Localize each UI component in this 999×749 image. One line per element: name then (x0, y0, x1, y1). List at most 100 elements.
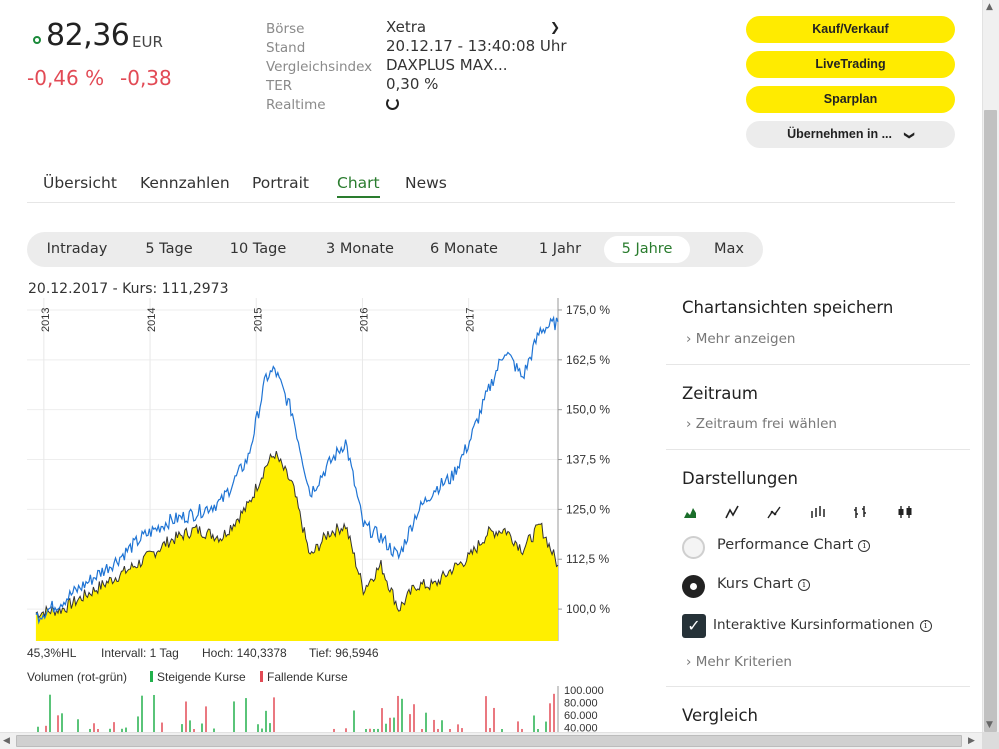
volume-legend-down-label: Fallende Kurse (267, 670, 348, 684)
chevron-down-icon[interactable]: ❯ (550, 20, 561, 34)
page: 82,36 EUR -0,46 % -0,38 Börse Stand Verg… (0, 16, 970, 733)
fund-line (35, 450, 559, 619)
interval-stat: Intervall: 1 Tag (101, 646, 179, 660)
hlc-bars-icon[interactable] (853, 505, 869, 519)
interactive-info-label: Interaktive Kursinformationen (713, 617, 915, 633)
hl-stat: 45,3%HL (27, 646, 77, 660)
volume-legend-down: Fallende Kurse (260, 670, 348, 684)
info-icon[interactable]: i (797, 579, 810, 591)
tab-overview[interactable]: Übersicht (43, 174, 117, 192)
index-value: DAXPLUS MAX... (386, 56, 508, 74)
y-tick-label: 162,5 % (566, 353, 610, 367)
year-label: 2013 (40, 308, 52, 332)
price-chart[interactable]: 2013 2014 2015 2016 2017 175,0 % 162,5 % 150,0… (0, 290, 660, 646)
change-percent: -0,46 % (27, 66, 105, 90)
y-tick-label: 175,0 % (566, 303, 610, 317)
price: 82,36 (46, 18, 130, 53)
display-title: Darstellungen (682, 469, 798, 488)
tab-chart[interactable]: Chart (337, 174, 380, 198)
period-link[interactable]: › Zeitraum frei wählen (686, 416, 837, 432)
area-chart-icon[interactable] (683, 505, 697, 519)
live-indicator-icon (33, 36, 41, 44)
range-max[interactable]: Max (714, 241, 744, 257)
buy-sell-button[interactable]: Kauf/Verkauf (746, 16, 955, 43)
live-trading-button[interactable]: LiveTrading (746, 51, 955, 78)
volume-tick-label: 40.000 (564, 723, 598, 733)
savings-plan-button[interactable]: Sparplan (746, 86, 955, 113)
scroll-down-arrow-icon[interactable]: ▼ (986, 720, 993, 730)
range-5-days[interactable]: 5 Tage (145, 241, 193, 257)
scrollbar-corner (982, 732, 999, 749)
label-stand: Stand (266, 40, 306, 56)
year-label: 2016 (358, 308, 370, 332)
index-line (35, 315, 559, 625)
scroll-up-arrow-icon[interactable]: ▲ (986, 2, 993, 12)
period-label: Zeitraum frei wählen (695, 416, 837, 432)
tab-news[interactable]: News (405, 174, 447, 192)
candlestick-icon[interactable] (897, 505, 913, 519)
meta-labels: Börse Stand Vergleichsindex TER Realtime (266, 20, 372, 115)
adopt-into-button[interactable]: Übernehmen in ... ❯ (746, 121, 955, 148)
horizontal-scroll-thumb[interactable] (16, 735, 962, 747)
exchange-select[interactable]: Xetra (386, 18, 427, 36)
range-6-months[interactable]: 6 Monate (430, 241, 498, 257)
label-realtime: Realtime (266, 97, 326, 113)
label-index: Vergleichsindex (266, 59, 373, 75)
show-more-link[interactable]: › Mehr anzeigen (686, 331, 796, 347)
fund-area (35, 451, 558, 641)
time-range-bar: Intraday 5 Tage 10 Tage 3 Monate 6 Monat… (27, 232, 763, 267)
ohlc-bars-icon[interactable] (810, 505, 826, 519)
panel-divider (666, 364, 970, 365)
change-absolute: -0,38 (120, 66, 172, 90)
panel-divider (666, 686, 970, 687)
y-tick-label: 137,5 % (566, 453, 610, 467)
y-tick-label: 112,5 % (566, 552, 609, 566)
info-icon[interactable]: i (858, 540, 871, 552)
range-intraday[interactable]: Intraday (46, 241, 108, 257)
year-label: 2014 (146, 308, 158, 332)
tab-kennzahlen[interactable]: Kennzahlen (140, 174, 230, 192)
range-5-years[interactable]: 5 Jahre (604, 236, 690, 263)
y-tick-label: 150,0 % (566, 403, 610, 417)
scroll-left-arrow-icon[interactable]: ◀ (3, 736, 10, 746)
interactive-info-checkbox[interactable]: ✓ (682, 614, 706, 638)
high-stat: Hoch: 140,3378 (202, 646, 287, 660)
kurs-chart-radio[interactable] (682, 575, 705, 598)
save-views-title: Chartansichten speichern (682, 298, 894, 317)
scroll-right-arrow-icon[interactable]: ▶ (968, 736, 975, 746)
volume-tick-label: 60.000 (564, 710, 598, 722)
ter-value: 0,30 % (386, 75, 439, 93)
vertical-scroll-thumb[interactable] (984, 110, 997, 732)
refresh-icon[interactable] (386, 97, 399, 110)
red-bar-icon (260, 671, 263, 682)
y-tick-label: 125,0 % (566, 502, 610, 516)
interactive-info-option: Interaktive Kursinformationen i (713, 617, 932, 633)
range-3-months[interactable]: 3 Monate (326, 241, 394, 257)
range-1-year[interactable]: 1 Jahr (538, 241, 582, 257)
line-chart-icon[interactable] (725, 505, 739, 519)
stand-value: 20.12.17 - 13:40:08 Uhr (386, 37, 567, 55)
volume-legend-title: Volumen (rot-grün) (27, 670, 128, 684)
more-criteria-link[interactable]: › Mehr Kriterien (686, 654, 792, 670)
chevron-down-icon: ❯ (904, 131, 916, 140)
compare-title: Vergleich (682, 706, 758, 725)
performance-chart-radio[interactable] (682, 536, 705, 559)
chart-header: 20.12.2017 - Kurs: 111,2973 (28, 281, 229, 297)
volume-tick-label: 100.000 (564, 685, 604, 697)
info-icon[interactable]: i (919, 620, 932, 632)
performance-chart-label: Performance Chart (717, 537, 854, 553)
year-label: 2015 (252, 308, 264, 332)
volume-legend-up-label: Steigende Kurse (157, 670, 246, 684)
volume-legend-up: Steigende Kurse (150, 670, 246, 684)
meta-values: Xetra 20.12.17 - 13:40:08 Uhr DAXPLUS MA… (386, 18, 567, 113)
range-10-days[interactable]: 10 Tage (229, 241, 287, 257)
green-bar-icon (150, 671, 153, 682)
dot-line-chart-icon[interactable] (767, 505, 782, 519)
currency: EUR (132, 33, 163, 51)
more-criteria-label: Mehr Kriterien (695, 654, 792, 670)
tab-portrait[interactable]: Portrait (252, 174, 309, 192)
panel-divider (666, 449, 970, 450)
y-tick-label: 100,0 % (566, 602, 610, 616)
year-label: 2017 (465, 308, 477, 332)
